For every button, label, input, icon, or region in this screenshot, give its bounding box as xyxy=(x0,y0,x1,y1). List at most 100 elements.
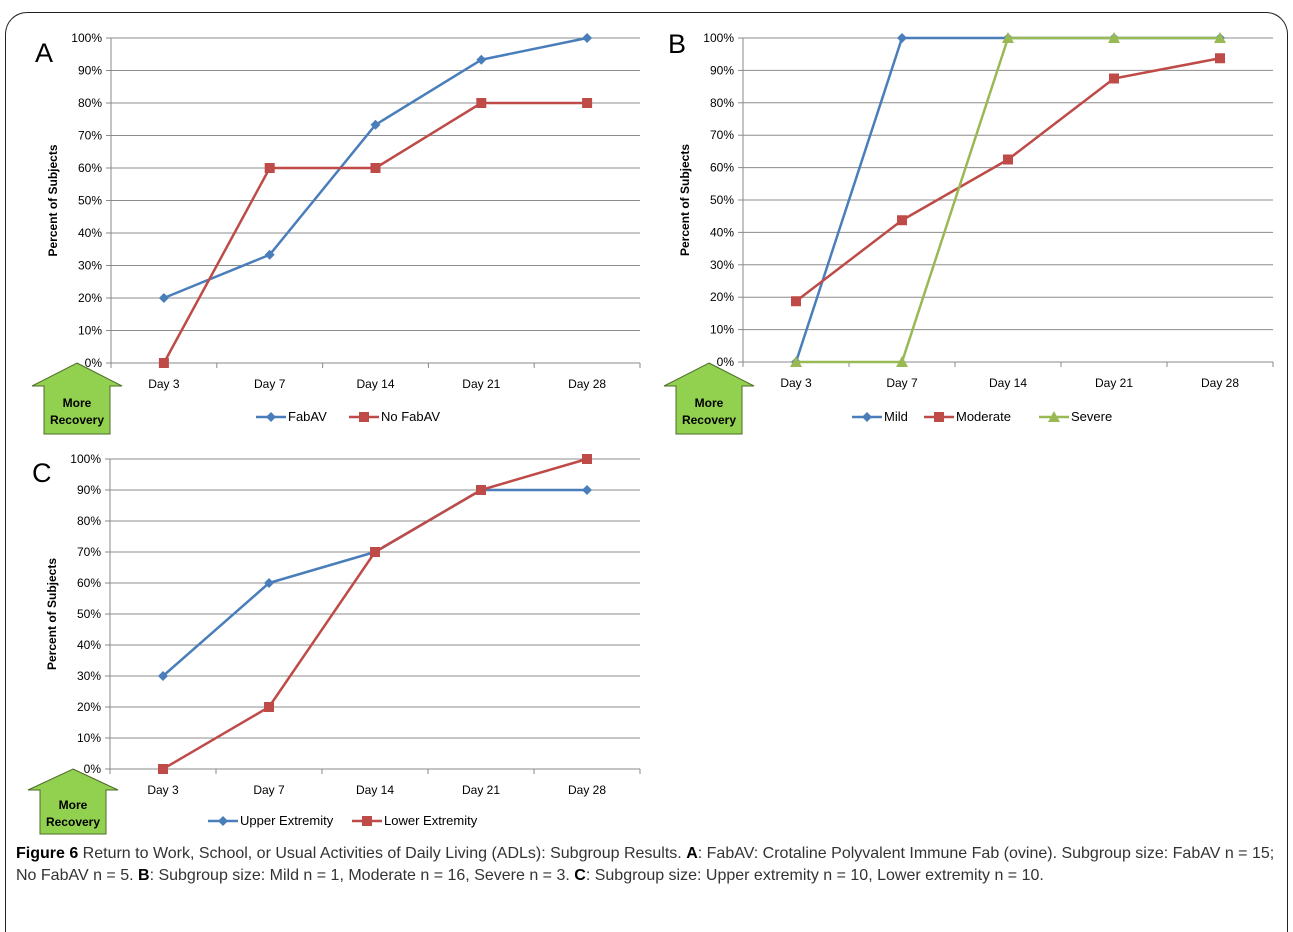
y-tick-label: 90% xyxy=(77,483,101,497)
legend-label: Severe xyxy=(1071,409,1112,424)
annotation-text: Recovery xyxy=(50,413,104,427)
data-point xyxy=(264,249,275,260)
data-point xyxy=(1215,53,1225,64)
x-tick-label: Day 21 xyxy=(462,783,500,797)
data-point xyxy=(158,764,168,774)
legend-marker xyxy=(266,412,276,422)
legend-marker xyxy=(359,412,369,422)
y-tick-label: 40% xyxy=(78,226,102,240)
y-tick-label: 0% xyxy=(84,762,102,776)
caption-b-label: B xyxy=(138,867,150,884)
y-tick-label: 30% xyxy=(77,669,101,683)
legend-label: Moderate xyxy=(956,409,1011,424)
data-point xyxy=(897,215,907,226)
x-tick-label: Day 3 xyxy=(780,376,812,390)
data-point xyxy=(370,119,381,130)
annotation-text: Recovery xyxy=(46,815,100,829)
data-point xyxy=(790,356,802,367)
data-point xyxy=(897,33,907,43)
data-point xyxy=(1109,73,1119,84)
data-point xyxy=(476,54,487,65)
y-tick-label: 20% xyxy=(710,290,734,304)
data-point xyxy=(1214,32,1226,43)
more-recovery-arrow xyxy=(31,362,123,435)
data-point xyxy=(158,293,169,303)
annotation-text: More xyxy=(695,396,724,410)
data-point xyxy=(158,358,169,368)
y-tick-label: 70% xyxy=(710,128,734,142)
data-point xyxy=(264,702,274,712)
data-point xyxy=(476,485,486,495)
y-tick-label: 80% xyxy=(78,96,102,110)
legend-label: No FabAV xyxy=(381,409,440,424)
y-tick-label: 40% xyxy=(710,225,734,239)
data-point xyxy=(582,33,593,43)
x-tick-label: Day 21 xyxy=(462,377,500,391)
legend-marker xyxy=(862,412,872,422)
data-point xyxy=(370,163,381,173)
legend-label: Lower Extremity xyxy=(384,813,478,828)
data-point xyxy=(582,485,592,495)
x-tick-label: Day 14 xyxy=(356,377,394,391)
figure-charts: 0% 10% 20% 30% 40% 50% 60% 70% 80% 90% 100% Day 3 Da… xyxy=(27,29,1274,835)
caption-a-text: : FabAV: Crotaline Polyvalent Immune Fab… xyxy=(16,845,1275,884)
legend-label: Mild xyxy=(884,409,908,424)
y-tick-label: 0% xyxy=(85,356,103,370)
panel-label: C xyxy=(32,458,52,488)
x-tick-label: Day 7 xyxy=(886,376,918,390)
caption-a-label: A xyxy=(686,845,698,862)
caption-b-text: : Subgroup size: Mild n = 1, Moderate n … xyxy=(149,867,575,884)
x-tick-label: Day 7 xyxy=(253,783,285,797)
x-tick-label: Day 28 xyxy=(1201,376,1239,390)
y-axis-title: Percent of Subjects xyxy=(678,144,692,256)
y-tick-label: 40% xyxy=(77,638,101,652)
data-point xyxy=(896,356,908,367)
y-tick-label: 50% xyxy=(77,607,101,621)
y-tick-label: 70% xyxy=(77,545,101,559)
y-tick-label: 90% xyxy=(710,63,734,77)
legend-marker xyxy=(1048,411,1060,422)
y-tick-label: 80% xyxy=(77,514,101,528)
annotation-text: More xyxy=(59,798,88,812)
x-tick-label: Day 28 xyxy=(568,783,606,797)
y-tick-label: 20% xyxy=(78,291,102,305)
data-point xyxy=(158,671,168,681)
legend-label: Upper Extremity xyxy=(240,813,334,828)
x-tick-label: Day 28 xyxy=(568,377,606,391)
data-point xyxy=(370,547,380,557)
more-recovery-arrow xyxy=(663,362,755,435)
chart-panel-a: 0% 10% 20% 30% 40% 50% 60% 70% 80% 90% 100% Day 3 Da… xyxy=(31,31,641,435)
y-tick-label: 70% xyxy=(78,129,102,143)
caption-title: Return to Work, School, or Usual Activit… xyxy=(78,845,687,862)
annotation-text: More xyxy=(63,396,92,410)
legend-marker xyxy=(218,816,228,826)
data-point xyxy=(1003,154,1013,165)
x-tick-label: Day 14 xyxy=(989,376,1027,390)
figure-caption: Figure 6 Return to Work, School, or Usua… xyxy=(16,843,1278,887)
x-tick-label: Day 14 xyxy=(356,783,394,797)
y-tick-label: 20% xyxy=(77,700,101,714)
y-tick-label: 10% xyxy=(710,323,734,337)
y-tick-label: 50% xyxy=(78,194,102,208)
chart-panel-b: 0% 10% 20% 30% 40% 50% 60% 70% 80% 90% 100% Day 3 Da… xyxy=(663,29,1274,435)
data-point xyxy=(264,163,275,173)
data-point xyxy=(1108,32,1120,43)
figure-frame xyxy=(5,12,1288,932)
y-tick-label: 10% xyxy=(77,731,101,745)
more-recovery-arrow xyxy=(27,768,119,835)
legend-marker xyxy=(362,816,372,826)
y-axis-title: Percent of Subjects xyxy=(45,558,59,670)
legend-label: FabAV xyxy=(288,409,327,424)
y-tick-label: 30% xyxy=(78,259,102,273)
y-tick-label: 90% xyxy=(78,64,102,78)
caption-figure-label: Figure 6 xyxy=(16,845,79,862)
y-tick-label: 100% xyxy=(70,452,101,466)
y-tick-label: 0% xyxy=(717,355,735,369)
caption-c-label: C xyxy=(574,867,586,884)
y-tick-label: 60% xyxy=(78,161,102,175)
annotation-text: Recovery xyxy=(682,413,736,427)
x-tick-label: Day 3 xyxy=(147,783,179,797)
y-tick-label: 80% xyxy=(710,96,734,110)
y-tick-label: 30% xyxy=(710,258,734,272)
legend-marker xyxy=(934,412,944,422)
